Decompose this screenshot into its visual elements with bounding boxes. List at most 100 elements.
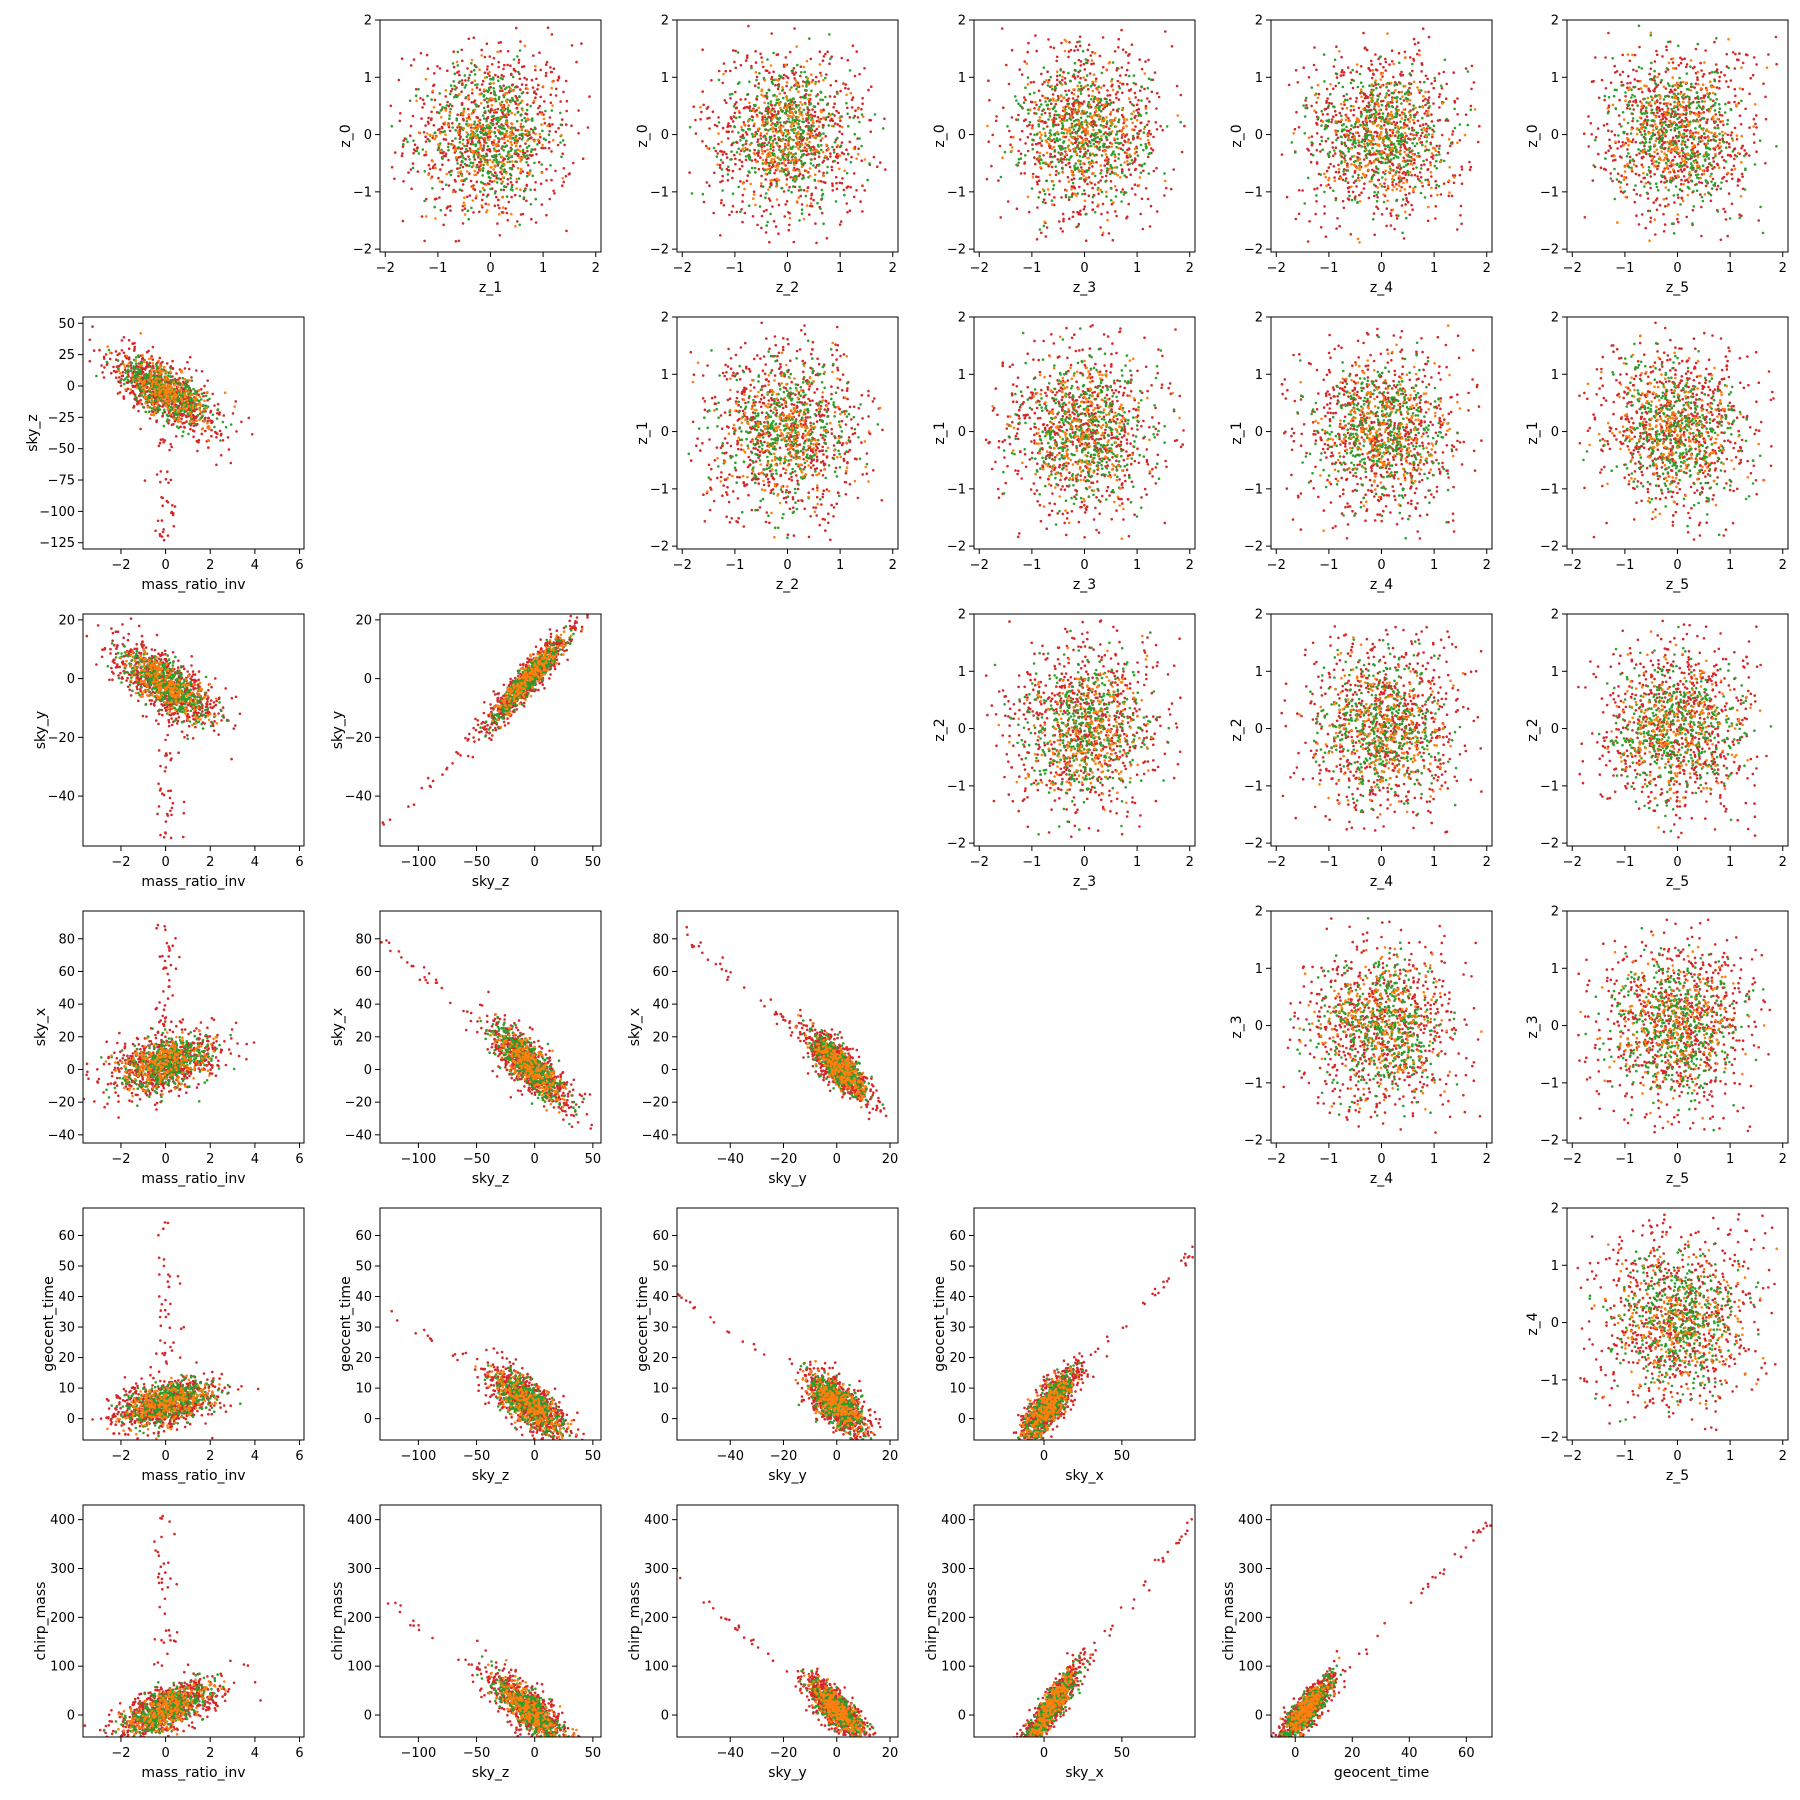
- scatter-point: [1387, 93, 1391, 97]
- scatter-point: [1043, 192, 1047, 196]
- scatter-point: [1092, 172, 1095, 175]
- x-tick-label: 1: [539, 261, 547, 276]
- scatter-point: [706, 146, 710, 150]
- scatter-point: [530, 154, 533, 158]
- scatter-point: [1093, 183, 1097, 186]
- scatter-point: [433, 98, 437, 102]
- scatter-point: [552, 138, 555, 142]
- scatter-point: [423, 239, 426, 243]
- scatter-point: [1405, 197, 1408, 200]
- scatter-point: [472, 149, 476, 153]
- scatter-point: [559, 141, 562, 144]
- scatter-point: [772, 158, 776, 161]
- scatter-point: [1064, 195, 1068, 199]
- scatter-point: [540, 146, 543, 150]
- scatter-point: [1142, 127, 1146, 131]
- scatter-point: [760, 226, 763, 230]
- scatter-point: [478, 88, 482, 91]
- scatter-point: [1395, 96, 1398, 100]
- scatter-point: [817, 179, 820, 183]
- scatter-point: [760, 124, 764, 127]
- scatter-point: [493, 204, 497, 208]
- scatter-point: [792, 124, 796, 128]
- scatter-point: [464, 79, 467, 82]
- scatter-point: [446, 69, 449, 72]
- scatter-point: [1453, 99, 1456, 103]
- scatter-point: [1076, 138, 1079, 141]
- scatter-point: [1077, 160, 1080, 163]
- scatter-point: [533, 148, 537, 151]
- scatter-point: [1030, 127, 1034, 130]
- scatter-point: [799, 74, 802, 78]
- scatter-point: [1130, 187, 1134, 190]
- scatter-point: [1133, 183, 1137, 186]
- scatter-point: [444, 183, 448, 186]
- scatter-point: [820, 144, 823, 147]
- scatter-point: [1026, 136, 1030, 139]
- x-tick-label: 0: [783, 261, 791, 276]
- scatter-point: [756, 154, 760, 157]
- scatter-point: [1061, 167, 1064, 170]
- scatter-point: [1111, 171, 1114, 174]
- scatter-point: [1376, 167, 1380, 171]
- scatter-point: [478, 92, 482, 96]
- scatter-point: [741, 200, 744, 203]
- scatter-point: [454, 190, 457, 193]
- scatter-point: [452, 65, 456, 69]
- scatter-point: [1047, 78, 1051, 82]
- scatter-point: [692, 105, 695, 108]
- scatter-point: [1077, 168, 1081, 172]
- scatter-point: [815, 127, 819, 131]
- scatter-point: [469, 142, 473, 146]
- scatter-point: [454, 146, 458, 150]
- scatter-point: [1063, 128, 1066, 131]
- scatter-point: [519, 150, 522, 153]
- scatter-point: [1361, 100, 1365, 103]
- scatter-point: [753, 104, 757, 107]
- scatter-point: [1384, 128, 1388, 131]
- scatter-point: [1389, 212, 1392, 215]
- scatter-point: [472, 126, 476, 130]
- scatter-point: [1104, 180, 1107, 183]
- scatter-point: [1476, 140, 1480, 144]
- scatter-point: [1335, 227, 1338, 230]
- scatter-point: [1097, 181, 1100, 184]
- scatter-point: [763, 135, 767, 138]
- scatter-point: [469, 135, 473, 138]
- scatter-point: [1369, 153, 1372, 157]
- scatter-point: [480, 204, 484, 207]
- scatter-point: [475, 194, 478, 198]
- scatter-point: [458, 137, 462, 140]
- scatter-point: [755, 132, 758, 135]
- scatter-point: [1410, 174, 1413, 177]
- scatter-point: [488, 158, 492, 162]
- scatter-point: [1313, 187, 1316, 191]
- scatter-point: [469, 161, 473, 165]
- scatter-point: [793, 128, 797, 132]
- scatter-point: [437, 111, 441, 115]
- scatter-point: [1427, 90, 1430, 94]
- scatter-point: [1093, 123, 1097, 127]
- scatter-point: [818, 50, 822, 53]
- scatter-point: [1069, 115, 1073, 118]
- scatter-point: [791, 185, 795, 188]
- scatter-point: [1296, 81, 1300, 84]
- scatter-point: [1093, 154, 1096, 157]
- scatter-point: [1399, 166, 1403, 170]
- scatter-point: [550, 109, 554, 112]
- scatter-point: [1408, 192, 1411, 195]
- scatter-point: [1329, 92, 1332, 96]
- scatter-point: [1054, 165, 1057, 168]
- scatter-point: [796, 116, 800, 119]
- scatter-point: [809, 197, 813, 200]
- scatter-point: [1111, 108, 1115, 112]
- scatter-point: [1123, 119, 1126, 123]
- scatter-point: [1146, 197, 1150, 201]
- scatter-point: [817, 80, 821, 83]
- scatter-point: [790, 125, 793, 128]
- scatter-point: [829, 113, 832, 117]
- scatter-point: [472, 211, 475, 214]
- scatter-point: [1082, 100, 1086, 103]
- scatter-point: [1067, 162, 1070, 165]
- scatter-point: [1124, 73, 1128, 77]
